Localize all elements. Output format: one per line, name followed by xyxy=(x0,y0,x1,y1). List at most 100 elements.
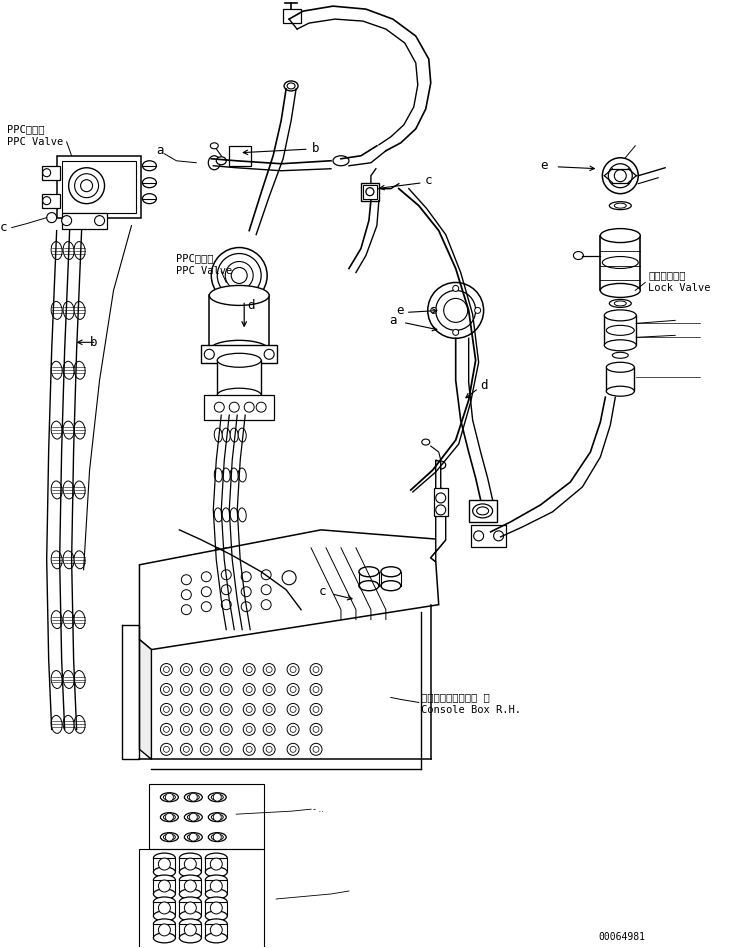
Circle shape xyxy=(290,726,296,733)
Circle shape xyxy=(246,706,252,713)
Ellipse shape xyxy=(230,428,239,442)
Circle shape xyxy=(287,664,299,676)
Ellipse shape xyxy=(600,283,640,298)
Ellipse shape xyxy=(187,794,199,800)
Ellipse shape xyxy=(208,832,227,842)
Circle shape xyxy=(243,684,255,696)
Ellipse shape xyxy=(184,832,202,842)
Circle shape xyxy=(246,726,252,733)
Circle shape xyxy=(94,215,105,226)
Circle shape xyxy=(166,813,173,821)
Circle shape xyxy=(313,666,319,672)
Circle shape xyxy=(211,247,267,303)
Bar xyxy=(153,924,175,938)
Circle shape xyxy=(160,664,172,676)
Circle shape xyxy=(201,743,212,756)
Circle shape xyxy=(220,664,233,676)
Circle shape xyxy=(310,743,322,756)
Bar xyxy=(42,193,59,208)
Circle shape xyxy=(287,743,299,756)
Bar xyxy=(606,367,635,392)
Bar xyxy=(600,235,640,290)
Circle shape xyxy=(163,706,169,713)
Circle shape xyxy=(221,585,231,594)
Circle shape xyxy=(262,570,271,580)
Text: b: b xyxy=(243,142,319,155)
Ellipse shape xyxy=(606,362,635,373)
Text: Lock Valve: Lock Valve xyxy=(648,283,711,294)
Bar xyxy=(149,784,265,849)
Bar xyxy=(179,924,201,938)
Text: ロックバルブ: ロックバルブ xyxy=(648,270,686,281)
Ellipse shape xyxy=(214,548,222,562)
Bar xyxy=(56,155,141,218)
Text: e: e xyxy=(540,159,548,173)
Circle shape xyxy=(475,307,481,314)
Ellipse shape xyxy=(366,188,374,195)
Ellipse shape xyxy=(163,794,175,800)
Bar xyxy=(205,880,227,894)
Circle shape xyxy=(452,285,458,291)
Ellipse shape xyxy=(179,933,201,943)
Ellipse shape xyxy=(603,257,638,268)
Ellipse shape xyxy=(211,814,223,820)
Ellipse shape xyxy=(205,933,227,943)
Ellipse shape xyxy=(51,361,62,379)
Ellipse shape xyxy=(222,548,230,562)
Ellipse shape xyxy=(51,421,62,439)
Bar xyxy=(62,212,106,228)
Bar xyxy=(179,858,201,872)
Ellipse shape xyxy=(63,670,74,688)
Circle shape xyxy=(263,743,275,756)
Circle shape xyxy=(210,902,222,914)
Ellipse shape xyxy=(63,716,74,734)
Ellipse shape xyxy=(153,933,175,943)
Ellipse shape xyxy=(604,339,636,351)
Circle shape xyxy=(217,253,262,298)
Circle shape xyxy=(181,684,192,696)
Ellipse shape xyxy=(217,389,262,402)
Bar xyxy=(205,858,227,872)
Ellipse shape xyxy=(163,814,175,820)
Ellipse shape xyxy=(239,583,246,596)
Circle shape xyxy=(213,833,221,841)
Ellipse shape xyxy=(63,242,74,260)
Circle shape xyxy=(166,793,173,801)
Circle shape xyxy=(266,666,272,672)
Circle shape xyxy=(263,684,275,696)
Circle shape xyxy=(181,605,192,614)
Circle shape xyxy=(160,684,172,696)
Ellipse shape xyxy=(381,567,400,576)
Ellipse shape xyxy=(187,834,199,840)
Circle shape xyxy=(166,833,173,841)
Ellipse shape xyxy=(74,242,85,260)
Ellipse shape xyxy=(63,481,74,499)
Text: d: d xyxy=(481,378,488,392)
Circle shape xyxy=(204,349,214,359)
Ellipse shape xyxy=(208,155,220,170)
Ellipse shape xyxy=(287,82,295,89)
Circle shape xyxy=(42,196,51,205)
Circle shape xyxy=(246,666,252,672)
Circle shape xyxy=(184,902,196,914)
Circle shape xyxy=(614,170,626,182)
Ellipse shape xyxy=(208,812,227,822)
Circle shape xyxy=(220,743,233,756)
Circle shape xyxy=(246,746,252,753)
Polygon shape xyxy=(140,530,446,649)
Ellipse shape xyxy=(51,481,62,499)
Ellipse shape xyxy=(153,889,175,899)
Text: c: c xyxy=(425,174,432,187)
Circle shape xyxy=(201,602,211,611)
Ellipse shape xyxy=(222,428,230,442)
Ellipse shape xyxy=(230,508,239,521)
Ellipse shape xyxy=(74,670,85,688)
Ellipse shape xyxy=(614,203,626,209)
Ellipse shape xyxy=(184,793,202,802)
Circle shape xyxy=(263,703,275,716)
Circle shape xyxy=(263,664,275,676)
Circle shape xyxy=(223,726,230,733)
Circle shape xyxy=(603,157,638,193)
Ellipse shape xyxy=(477,507,489,515)
Ellipse shape xyxy=(600,228,640,243)
